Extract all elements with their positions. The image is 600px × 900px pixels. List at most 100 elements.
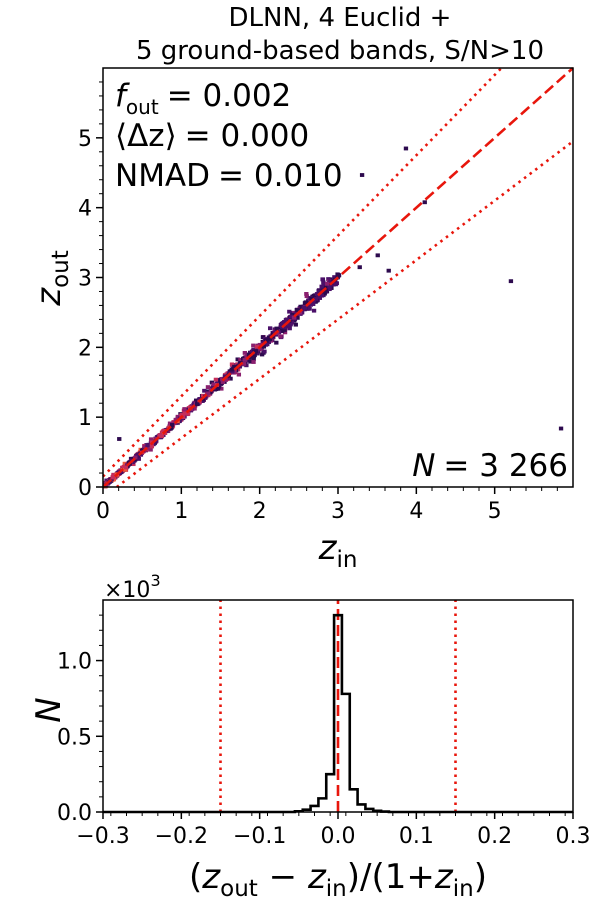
chart-title-line2: 5 ground-based bands, S/N>10: [136, 36, 544, 66]
density-bin: [185, 411, 190, 416]
density-bin: [327, 285, 332, 289]
outlier-point: [508, 279, 514, 284]
density-bin: [262, 349, 267, 354]
density-bin: [229, 367, 234, 372]
density-bin: [195, 402, 200, 407]
density-bin: [304, 294, 309, 299]
x-tick-label: −0.3: [76, 824, 129, 849]
x-tick-label: 0.3: [556, 824, 591, 849]
density-bin: [301, 305, 306, 310]
outlier-point: [375, 253, 380, 258]
density-bin: [161, 428, 167, 433]
density-bin: [316, 289, 322, 294]
density-bin: [148, 447, 153, 452]
density-bin: [309, 296, 314, 301]
density-bin: [307, 306, 312, 311]
scatter-ticks: 0 1 2 3 4 5 0 1 2 3 4 5: [78, 81, 558, 524]
stat-nmad: NMAD = 0.010: [115, 158, 343, 194]
density-bin: [254, 344, 260, 349]
y-tick-label: 1.0: [57, 650, 92, 675]
density-bin: [294, 308, 299, 312]
x-tick-label: 0.0: [321, 824, 356, 849]
density-bin: [219, 386, 224, 391]
density-bin: [274, 326, 279, 331]
density-bin: [333, 282, 338, 287]
density-bin: [288, 314, 294, 319]
histogram-bin: [342, 694, 350, 812]
density-bin: [169, 423, 175, 427]
density-bin: [305, 306, 310, 311]
outlier-point: [422, 200, 427, 205]
density-bin: [287, 309, 292, 314]
histogram-ticks: −0.3 −0.2 −0.1 0.0 0.1 0.2 0.3 0.0 0.5 1.0: [57, 614, 591, 849]
x-tick-label: 0.1: [399, 824, 434, 849]
y-scale-multiplier: ×103: [104, 571, 161, 603]
x-tick-label: 5: [488, 499, 502, 524]
density-bin: [111, 474, 116, 479]
density-bin: [322, 291, 327, 296]
density-bin: [228, 376, 233, 381]
density-bin: [279, 327, 284, 331]
x-tick-label: 3: [331, 499, 345, 524]
density-bin: [172, 421, 177, 426]
y-tick-label: 0: [78, 476, 92, 501]
density-bin: [220, 380, 226, 384]
density-bin: [317, 296, 323, 300]
density-bin: [179, 413, 184, 417]
density-bin: [232, 364, 237, 369]
density-bin: [264, 339, 269, 343]
density-bin: [280, 321, 285, 325]
histogram-bin: [318, 798, 326, 812]
density-bin: [236, 372, 242, 377]
reference-lines: [102, 67, 574, 489]
density-bin: [308, 302, 313, 307]
density-bin: [311, 302, 316, 306]
density-bin: [280, 329, 285, 334]
density-bin: [111, 472, 116, 477]
density-bin: [320, 277, 325, 282]
density-bin: [321, 281, 326, 286]
density-bin: [319, 293, 325, 298]
density-bin: [205, 385, 211, 390]
outlier-point: [386, 268, 391, 273]
density-bin: [149, 444, 155, 449]
chart-title-line1: DLNN, 4 Euclid +: [229, 3, 452, 33]
outlier-point: [558, 426, 564, 431]
density-bin: [193, 398, 199, 403]
density-bin: [246, 352, 252, 357]
histogram-bin: [350, 789, 358, 812]
density-bin: [192, 406, 197, 411]
density-bin: [123, 465, 129, 470]
density-bin: [324, 284, 329, 288]
density-bin: [282, 325, 287, 330]
x-tick-label: 2: [253, 499, 267, 524]
density-bin: [202, 388, 207, 393]
density-bin: [278, 334, 283, 339]
histogram-bin: [311, 806, 319, 812]
density-bin: [148, 437, 154, 442]
x-axis-label-bottom: (zout − zin)/(1+zin): [189, 857, 487, 900]
density-bin: [266, 340, 272, 344]
outlier-point: [359, 173, 365, 177]
density-bin: [177, 418, 182, 423]
density-bin: [304, 292, 309, 296]
density-bin: [282, 328, 287, 332]
density-bin: [261, 344, 267, 349]
density-bin: [326, 277, 331, 281]
one-to-one-line: [102, 67, 574, 488]
density-bin: [235, 357, 240, 362]
y-tick-label: 2: [78, 336, 92, 361]
density-bin: [175, 414, 180, 419]
density-bin: [319, 284, 324, 289]
density-bin: [251, 343, 256, 348]
density-bin: [142, 444, 147, 449]
density-bin: [330, 282, 335, 287]
density-bin: [311, 308, 317, 313]
density-bin: [314, 292, 320, 296]
density-bin: [252, 353, 257, 358]
density-bin: [206, 389, 211, 394]
density-bin: [104, 478, 109, 483]
density-bin: [123, 467, 128, 472]
histogram-vlines: [219, 600, 457, 812]
